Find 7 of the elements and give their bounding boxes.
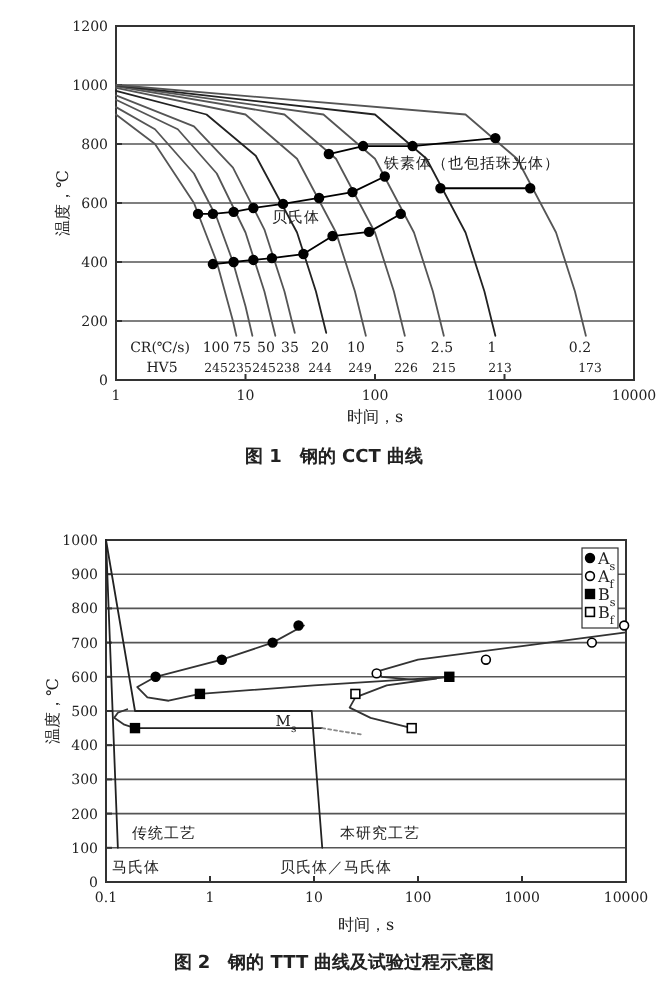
y-axis-title: 温度，℃ bbox=[44, 677, 62, 744]
text: 图 1 钢的 CCT 曲线 bbox=[244, 446, 424, 468]
y-axis-title: 温度，℃ bbox=[54, 169, 72, 236]
legend-label: B$_{f}$ bbox=[598, 604, 616, 628]
x-axis-title: 时间，s bbox=[346, 408, 404, 426]
text: 图 2 钢的 TTT 曲线及试验过程示意图 bbox=[173, 952, 495, 974]
x-axis-title: 时间，s bbox=[337, 916, 395, 934]
